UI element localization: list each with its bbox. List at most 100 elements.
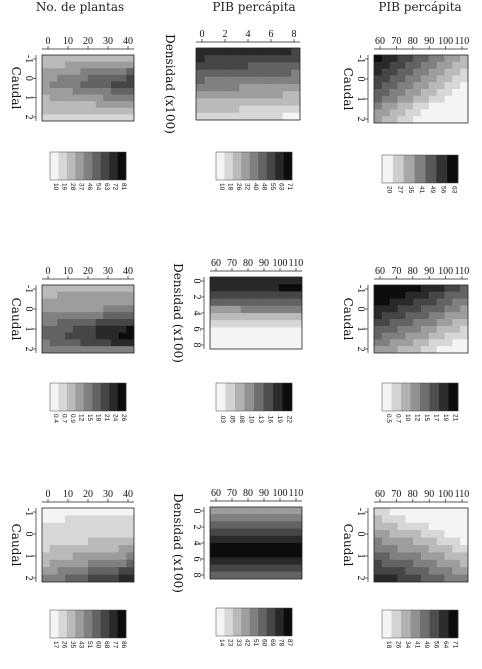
heat-cell: [42, 574, 51, 582]
heat-cell: [271, 521, 280, 530]
plot-border: [195, 47, 301, 121]
heat-cell: [210, 305, 219, 314]
heat-cell: [80, 346, 89, 353]
heat-cell: [49, 508, 58, 516]
heat-cell: [118, 325, 127, 334]
heat-cell: [265, 112, 275, 120]
heat-cell: [452, 537, 461, 546]
heat-cell: [80, 291, 89, 300]
heat-cell: [397, 55, 406, 63]
side-axis-label: Densidad (x100): [171, 263, 185, 363]
column-header-2: PIB percápita: [212, 0, 295, 14]
heat-cell: [233, 313, 242, 321]
heat-cell: [80, 574, 89, 582]
heat-cell: [42, 81, 51, 89]
heat-cell: [413, 332, 422, 340]
legend-label: 42: [244, 639, 251, 647]
heat-cell: [444, 305, 453, 313]
legend-swatch: [58, 152, 68, 180]
heat-cell: [88, 545, 97, 553]
heat-cell: [381, 89, 391, 97]
heat-cell: [294, 291, 302, 300]
heat-cell: [286, 305, 295, 314]
heat-cell: [282, 98, 292, 107]
heat-cell: [210, 327, 219, 336]
heat-cell: [225, 320, 234, 328]
heat-cell: [57, 291, 66, 300]
heat-cell: [374, 339, 383, 347]
legend-label: 43: [78, 641, 85, 649]
heat-cell: [88, 94, 97, 102]
heat-cell: [126, 101, 134, 109]
heat-cell: [103, 88, 112, 96]
heat-cell: [222, 84, 232, 92]
heat-cell: [230, 91, 240, 99]
heat-cell: [444, 61, 453, 70]
heat-cell: [88, 567, 97, 576]
heat-cell: [240, 284, 249, 292]
heat-cell: [57, 94, 66, 102]
heat-cell: [72, 101, 81, 109]
legend-swatch: [75, 610, 85, 638]
heat-cell: [248, 320, 257, 328]
legend-label: 40: [252, 183, 259, 191]
heat-cell: [374, 552, 383, 561]
heat-cell: [80, 285, 89, 293]
heat-cell: [95, 312, 104, 320]
legend-swatch: [429, 610, 440, 638]
heat-cell: [405, 55, 414, 63]
legend-swatch: [439, 610, 449, 638]
heat-cell: [88, 107, 97, 115]
heat-cell: [374, 298, 383, 306]
heat-cell: [239, 48, 249, 56]
heat-cell: [213, 84, 223, 92]
heat-cell: [460, 332, 468, 340]
plot-border: [41, 54, 135, 122]
legend-label: 17: [432, 414, 439, 422]
heat-cell: [294, 521, 302, 530]
heat-cell: [413, 346, 422, 353]
heat-cell: [271, 341, 280, 349]
heat-cell: [80, 101, 89, 109]
heat-cell: [103, 305, 112, 313]
heat-cell: [405, 567, 414, 576]
heat-cell: [405, 95, 414, 104]
heat-cell: [225, 550, 234, 558]
heat-cell: [126, 298, 134, 306]
heatmap-r1c1: [42, 55, 134, 121]
heat-cell: [233, 291, 242, 300]
heat-cell: [239, 91, 249, 99]
heat-cell: [421, 319, 430, 327]
heat-cell: [103, 567, 112, 576]
heat-cell: [294, 341, 302, 349]
heat-cell: [389, 574, 399, 582]
heat-cell: [452, 298, 461, 306]
heat-cell: [65, 285, 74, 293]
heat-cell: [282, 91, 292, 99]
heat-cell: [271, 298, 280, 307]
legend-label: 18: [385, 641, 392, 649]
heat-cell: [436, 102, 446, 110]
side-axis-label: Caudal: [9, 298, 23, 341]
heat-cell: [233, 528, 242, 537]
y-tick-label: 4: [191, 311, 202, 316]
heat-cell: [126, 332, 134, 340]
heat-cell: [397, 537, 406, 546]
legend-swatch: [263, 383, 274, 411]
heat-cell: [291, 69, 300, 78]
heat-cell: [222, 105, 232, 114]
heat-cell: [95, 94, 104, 102]
heat-cell: [452, 545, 461, 553]
heat-cell: [49, 101, 58, 109]
heat-cell: [381, 75, 391, 83]
legend-label: 17: [52, 641, 59, 649]
legend-swatch: [241, 152, 251, 180]
heat-cell: [397, 75, 406, 83]
legend-label: 86: [120, 641, 127, 649]
heat-cell: [217, 291, 226, 300]
heat-cell: [413, 305, 422, 313]
heat-cell: [256, 571, 265, 579]
heat-cell: [460, 339, 468, 347]
heat-cell: [279, 277, 288, 285]
heat-cell: [57, 545, 66, 553]
